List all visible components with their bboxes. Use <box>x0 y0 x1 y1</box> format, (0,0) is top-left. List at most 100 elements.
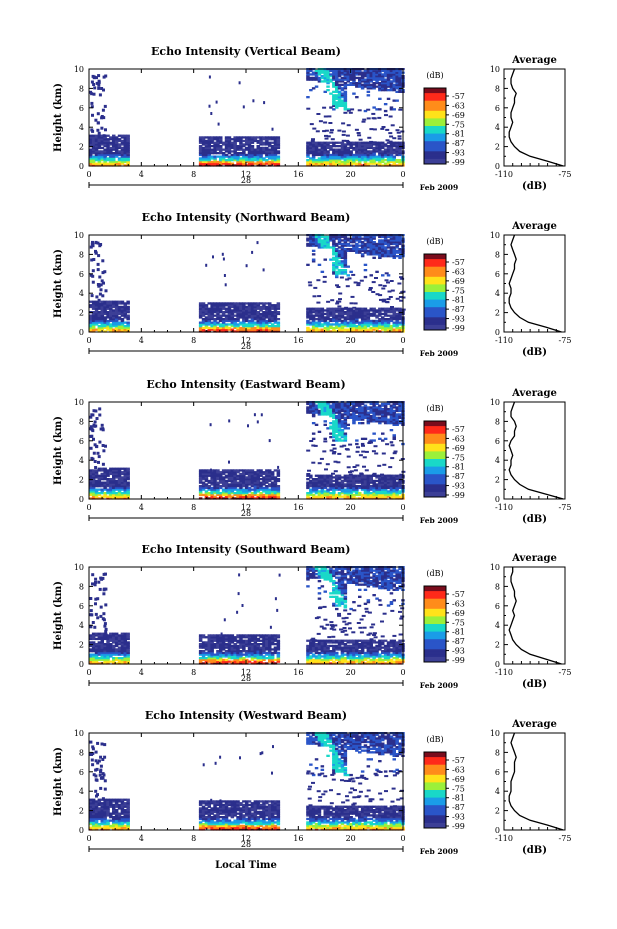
heatmap-cell <box>335 244 339 247</box>
heatmap-cell <box>210 136 214 139</box>
heatmap-cell <box>383 237 388 240</box>
heatmap-cell <box>360 153 365 157</box>
heatmap-cell <box>262 305 266 309</box>
heatmap-cell <box>363 242 368 246</box>
heatmap-cell <box>395 492 399 495</box>
heatmap-cell <box>245 326 249 330</box>
heatmap-cell <box>352 309 356 312</box>
heatmap-cell <box>123 328 127 331</box>
heatmap-cell <box>112 311 116 314</box>
heatmap-cell <box>309 159 313 162</box>
heatmap-cell <box>398 248 402 251</box>
heatmap-cell <box>309 492 313 495</box>
heatmap-cell <box>314 239 319 242</box>
heatmap-cell <box>216 469 220 472</box>
heatmap-cell <box>91 155 96 158</box>
heatmap-cell <box>366 321 371 324</box>
heatmap-cell <box>392 318 396 321</box>
heatmap-cell <box>383 492 388 495</box>
heatmap-cell <box>92 92 96 96</box>
heatmap-cell <box>117 483 122 486</box>
heatmap-cell <box>383 145 388 148</box>
heatmap-cell <box>230 305 235 309</box>
heatmap-cell <box>340 153 345 157</box>
heatmap-cell <box>120 146 125 150</box>
heatmap-cell <box>239 146 243 150</box>
heatmap-cell <box>97 307 102 310</box>
heatmap-cell <box>270 162 275 165</box>
heatmap-cell <box>395 481 399 484</box>
heatmap-cell <box>311 244 316 247</box>
heatmap-cell <box>250 160 255 164</box>
heatmap-cell <box>250 312 255 316</box>
heatmap-cell <box>219 471 223 474</box>
heatmap-cell <box>317 242 322 246</box>
heatmap-cell <box>388 132 393 135</box>
heatmap-cell <box>239 145 243 148</box>
heatmap-cell <box>90 434 94 438</box>
heatmap-cell <box>216 490 220 493</box>
heatmap-cell <box>343 101 348 104</box>
heatmap-cell <box>201 136 206 139</box>
heatmap-cell <box>392 497 396 500</box>
heatmap-cell <box>89 325 93 328</box>
heatmap-cell <box>224 490 229 493</box>
heatmap-cell <box>383 488 388 491</box>
heatmap-cell <box>311 157 316 160</box>
heatmap-cell <box>233 493 237 497</box>
heatmap-cell <box>221 312 226 316</box>
heatmap-cell <box>332 267 336 270</box>
heatmap-cell <box>392 437 396 440</box>
heatmap-cell <box>201 311 206 314</box>
heatmap-cell <box>337 326 342 330</box>
heatmap-cell <box>265 153 269 157</box>
heatmap-cell <box>337 488 342 491</box>
heatmap-cell <box>265 495 269 498</box>
heatmap-cell <box>256 150 260 153</box>
heatmap-cell <box>317 328 322 331</box>
heatmap-cell <box>389 155 394 158</box>
heatmap-cell <box>352 416 356 419</box>
heatmap-cell <box>253 311 258 314</box>
heatmap-cell <box>397 137 402 140</box>
heatmap-cell <box>94 312 99 316</box>
heatmap-cell <box>227 305 232 309</box>
heatmap-cell <box>366 314 371 317</box>
heatmap-cell <box>224 476 229 479</box>
heatmap-cell <box>337 305 342 308</box>
heatmap-cell <box>256 485 260 488</box>
heatmap-cell <box>256 469 260 472</box>
heatmap-cell <box>378 483 382 486</box>
heatmap-cell <box>398 146 402 150</box>
heatmap-cell <box>311 258 316 261</box>
heatmap-cell <box>120 486 125 490</box>
heatmap-cell <box>106 305 110 309</box>
heatmap-cell <box>109 143 113 146</box>
heatmap-cell <box>117 145 122 148</box>
heatmap-cell <box>91 240 94 244</box>
heatmap-cell <box>381 408 385 411</box>
heatmap-cell <box>309 241 313 244</box>
heatmap-cell <box>262 326 266 330</box>
heatmap-cell <box>398 76 402 80</box>
heatmap-cell <box>332 251 336 254</box>
heatmap-cell <box>337 75 342 78</box>
heatmap-cell <box>221 325 226 328</box>
heatmap-cell <box>239 136 243 139</box>
heatmap-cell <box>360 319 365 323</box>
heatmap-cell <box>378 294 383 297</box>
x-tick-label: 4 <box>139 336 144 345</box>
heatmap-cell <box>320 318 325 321</box>
heatmap-cell <box>337 481 342 484</box>
heatmap-cell <box>358 326 362 330</box>
heatmap-cell <box>219 136 223 139</box>
heatmap-cell <box>219 486 223 490</box>
heatmap-cell <box>360 437 365 440</box>
heatmap-cell <box>103 486 107 490</box>
heatmap-cell <box>109 138 113 141</box>
heatmap-cell <box>323 420 327 423</box>
heatmap-cell <box>355 416 359 419</box>
heatmap-cell <box>97 460 100 464</box>
heatmap-cell <box>314 492 319 495</box>
heatmap-cell <box>395 497 399 500</box>
